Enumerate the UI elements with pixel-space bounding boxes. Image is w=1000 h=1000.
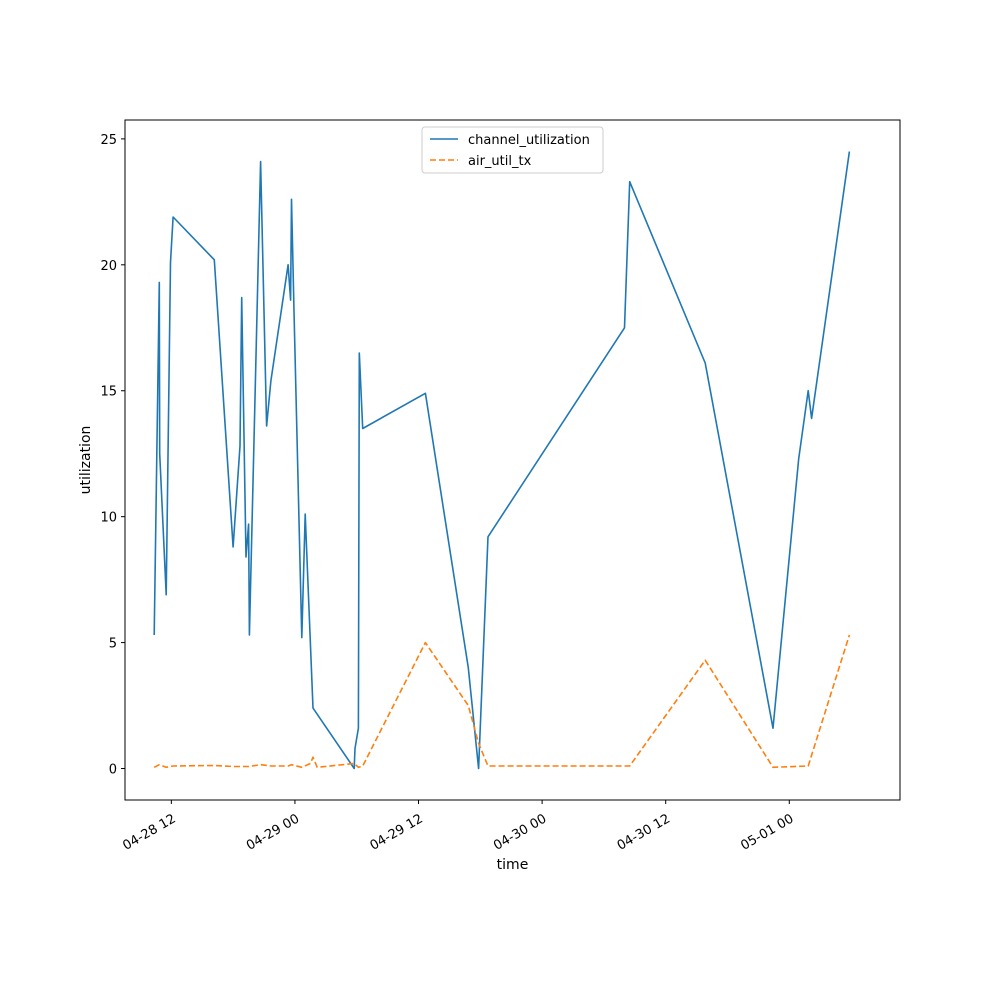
y-tick-label: 0 bbox=[109, 763, 117, 778]
plot-frame bbox=[124, 119, 901, 801]
legend: channel_utilization air_util_tx bbox=[421, 126, 604, 174]
y-tick-label: 10 bbox=[100, 511, 117, 526]
y-tick-label: 20 bbox=[100, 259, 117, 274]
y-tick-label: 5 bbox=[109, 637, 117, 652]
y-tick-label: 25 bbox=[100, 133, 117, 148]
x-axis-label: time bbox=[497, 857, 529, 873]
series-line-channel-utilization bbox=[153, 151, 851, 770]
series-line-air-util-tx bbox=[153, 634, 851, 769]
legend-label: air_util_tx bbox=[468, 154, 532, 169]
y-tick-label: 15 bbox=[100, 385, 117, 400]
series-layer bbox=[153, 151, 851, 770]
y-axis: 0 5 10 15 20 25 bbox=[100, 133, 125, 778]
legend-box bbox=[421, 126, 604, 174]
legend-label: channel_utilization bbox=[468, 133, 590, 148]
y-axis-label: utilization bbox=[78, 426, 94, 495]
plot-area bbox=[124, 119, 901, 801]
